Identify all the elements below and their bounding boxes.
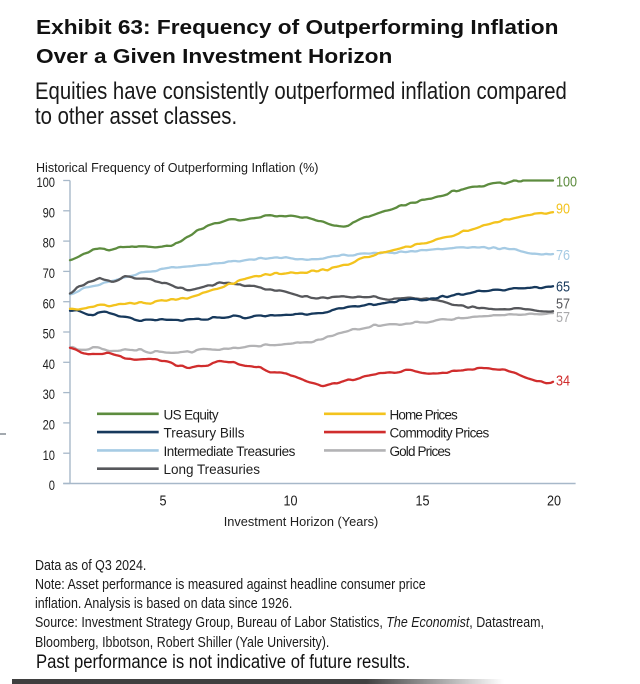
svg-text:60: 60 xyxy=(43,296,55,312)
svg-text:Treasury Bills: Treasury Bills xyxy=(164,426,245,441)
svg-text:10: 10 xyxy=(283,493,297,509)
svg-text:Gold Prices: Gold Prices xyxy=(390,444,452,459)
svg-text:70: 70 xyxy=(43,266,55,282)
svg-text:40: 40 xyxy=(43,357,55,373)
svg-text:20: 20 xyxy=(43,417,55,433)
svg-text:US Equity: US Equity xyxy=(164,407,219,422)
svg-text:57: 57 xyxy=(556,309,570,325)
svg-text:90: 90 xyxy=(43,205,55,221)
svg-text:80: 80 xyxy=(43,235,55,251)
svg-text:65: 65 xyxy=(556,279,570,295)
svg-text:100: 100 xyxy=(556,174,577,190)
svg-text:15: 15 xyxy=(415,493,429,509)
svg-text:0: 0 xyxy=(49,478,55,494)
svg-text:76: 76 xyxy=(556,247,570,263)
svg-text:Home Prices: Home Prices xyxy=(390,407,459,422)
svg-text:Intermediate Treasuries: Intermediate Treasuries xyxy=(164,444,296,459)
svg-text:57: 57 xyxy=(556,296,570,312)
svg-text:Commodity Prices: Commodity Prices xyxy=(390,426,490,441)
svg-text:34: 34 xyxy=(556,372,570,388)
svg-text:90: 90 xyxy=(556,200,570,216)
svg-text:Investment Horizon (Years): Investment Horizon (Years) xyxy=(224,514,379,529)
svg-text:100: 100 xyxy=(36,175,55,191)
svg-text:50: 50 xyxy=(43,326,55,342)
svg-text:Long Treasuries: Long Treasuries xyxy=(164,462,261,477)
svg-text:10: 10 xyxy=(43,448,55,464)
svg-text:20: 20 xyxy=(547,493,561,509)
svg-text:30: 30 xyxy=(43,387,55,403)
svg-text:5: 5 xyxy=(159,493,166,509)
